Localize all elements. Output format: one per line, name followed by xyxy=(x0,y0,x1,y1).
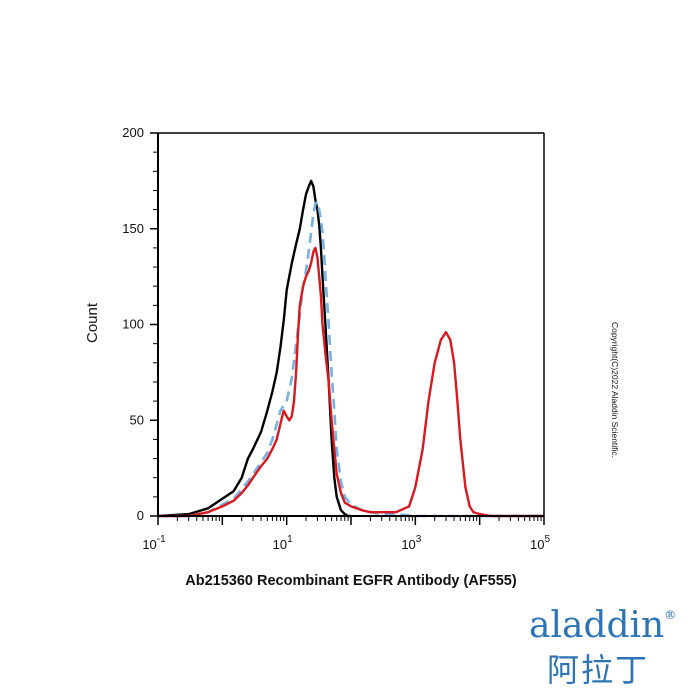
y-tick-label: 0 xyxy=(137,508,144,523)
logo-chinese: 阿拉丁 xyxy=(547,651,650,689)
axes-layer: 0 50 100 150 200 10-1 101 103 105 xyxy=(122,125,550,552)
y-tick-label: 50 xyxy=(130,412,144,427)
series-line-1 xyxy=(158,200,544,518)
logo-latin: aladdin xyxy=(529,605,665,646)
series-line-0 xyxy=(157,179,351,518)
copyright-notice: Copyright(C)2022 Aladdin Scientific. xyxy=(610,322,620,458)
x-axis-title: Ab215360 Recombinant EGFR Antibody (AF55… xyxy=(185,573,517,589)
copyright-text: Copyright(C)2022 Aladdin Scientific. xyxy=(610,322,620,458)
y-tick-label: 100 xyxy=(122,317,144,332)
logo-registered-mark: ® xyxy=(664,608,677,622)
x-tick-label: 10-1 xyxy=(142,534,166,552)
series-line-2 xyxy=(158,246,544,518)
x-tick-label: 105 xyxy=(530,534,550,552)
aladdin-logo: aladdin® 阿拉丁 xyxy=(525,605,685,689)
series-layer xyxy=(157,179,544,518)
logo-wordmark: aladdin® xyxy=(529,605,676,646)
y-axis-title: Count xyxy=(84,302,101,343)
y-tick-label: 200 xyxy=(122,125,144,140)
x-tick-label: 103 xyxy=(401,534,421,552)
y-tick-label: 150 xyxy=(122,221,144,236)
x-tick-label: 101 xyxy=(273,534,293,552)
